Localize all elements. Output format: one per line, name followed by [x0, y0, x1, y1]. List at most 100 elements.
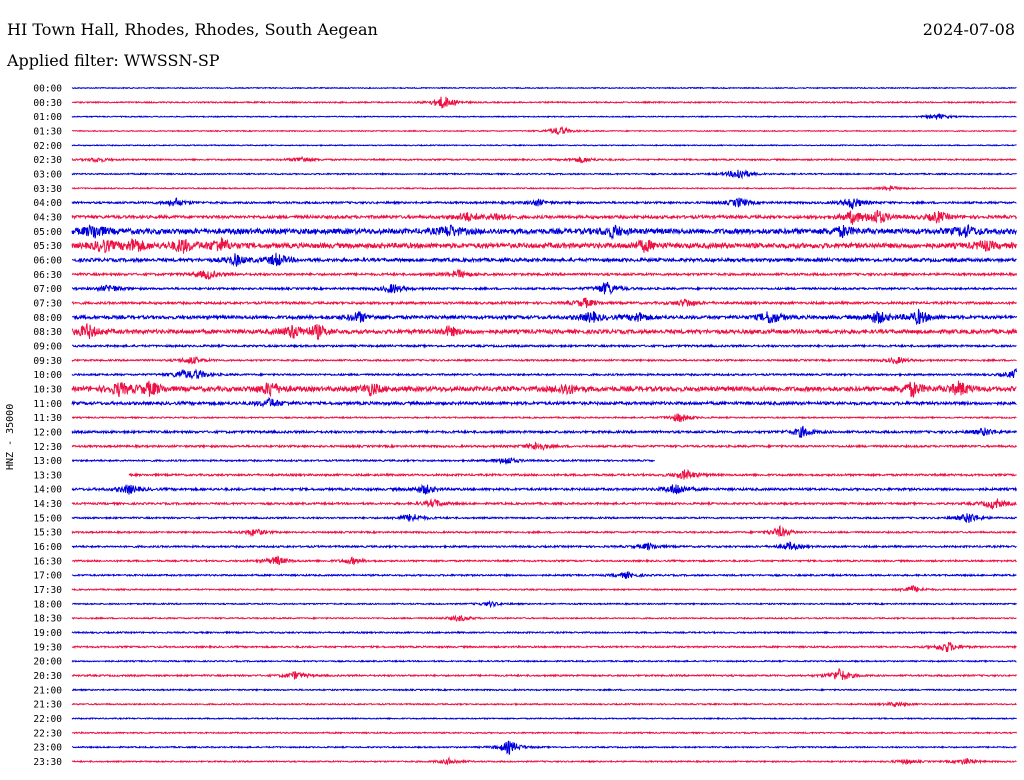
time-tick-label: 21:30	[33, 700, 62, 711]
time-tick-label: 22:00	[33, 714, 62, 725]
time-tick-label: 20:00	[33, 657, 62, 668]
time-tick-label: 04:00	[33, 198, 62, 209]
trace-row	[71, 570, 1017, 579]
trace-row	[71, 524, 1017, 538]
time-tick-labels: 00:00 00:30 01:00 01:30 02:00 02:30 03:00 03:30…	[33, 84, 62, 769]
time-tick-label: 06:30	[33, 270, 62, 281]
trace-row	[71, 323, 1017, 340]
time-tick-label: 07:00	[33, 284, 62, 295]
trace-row	[71, 687, 1017, 692]
trace-row	[71, 641, 1017, 653]
time-tick-label: 02:00	[33, 141, 62, 152]
trace-row	[71, 209, 1017, 225]
trace-row	[71, 756, 1017, 766]
trace-row	[71, 367, 1017, 380]
trace-row	[71, 143, 1017, 147]
time-tick-label: 08:00	[33, 313, 62, 324]
trace-row	[71, 730, 1017, 735]
trace-row	[71, 716, 1017, 721]
trace-row	[71, 268, 1017, 281]
time-tick-label: 02:30	[33, 155, 62, 166]
trace-row	[71, 659, 1017, 664]
station-title: HI Town Hall, Rhodes, Rhodes, South Aege…	[7, 20, 378, 39]
trace-row	[71, 96, 1017, 109]
trace-row	[71, 413, 1017, 423]
trace-row	[128, 468, 1017, 480]
time-tick-label: 03:00	[33, 169, 62, 180]
time-tick-label: 11:30	[33, 413, 62, 424]
time-tick-label: 10:00	[33, 370, 62, 381]
trace-row	[71, 555, 1017, 566]
trace-row	[71, 156, 1017, 164]
trace-row	[71, 614, 1017, 623]
time-tick-label: 14:30	[33, 499, 62, 510]
time-tick-label: 15:00	[33, 513, 62, 524]
filter-label: Applied filter: WWSSN-SP	[7, 51, 220, 70]
time-tick-label: 19:00	[33, 628, 62, 639]
time-tick-label: 12:00	[33, 427, 62, 438]
time-tick-label: 12:30	[33, 442, 62, 453]
trace-row	[71, 541, 1017, 552]
time-tick-label: 17:00	[33, 571, 62, 582]
time-tick-label: 11:00	[33, 399, 62, 410]
time-tick-label: 23:00	[33, 743, 62, 754]
trace-row	[71, 585, 1017, 593]
time-tick-label: 21:00	[33, 685, 62, 696]
time-tick-label: 00:00	[33, 84, 62, 95]
time-tick-label: 08:30	[33, 327, 62, 338]
trace-row	[71, 125, 1017, 135]
time-tick-label: 22:30	[33, 728, 62, 739]
trace-row	[71, 483, 1017, 495]
time-tick-label: 19:30	[33, 642, 62, 653]
time-tick-label: 09:00	[33, 341, 62, 352]
time-tick-label: 05:00	[33, 227, 62, 238]
time-tick-label: 07:30	[33, 298, 62, 309]
trace-row	[71, 740, 1017, 755]
trace-row	[71, 599, 1017, 609]
time-tick-label: 03:30	[33, 184, 62, 195]
trace-row	[71, 237, 1017, 254]
time-tick-label: 18:30	[33, 614, 62, 625]
trace-row	[71, 513, 1017, 524]
time-tick-label: 13:00	[33, 456, 62, 467]
time-tick-label: 18:00	[33, 599, 62, 610]
trace-row	[71, 700, 1017, 708]
trace-row	[71, 380, 1017, 398]
time-tick-label: 01:30	[33, 126, 62, 137]
trace-row	[72, 308, 1017, 326]
trace-row	[71, 252, 1017, 267]
time-tick-label: 17:30	[33, 585, 62, 596]
time-tick-label: 23:30	[33, 757, 62, 768]
time-tick-label: 14:00	[33, 485, 62, 496]
trace-row	[71, 668, 1017, 680]
trace-row	[71, 185, 1017, 192]
trace-row	[71, 281, 1017, 296]
time-tick-label: 15:30	[33, 528, 62, 539]
date-label: 2024-07-08	[922, 20, 1015, 39]
trace-row	[71, 441, 1017, 452]
time-tick-label: 00:30	[33, 98, 62, 109]
trace-row	[71, 630, 1017, 635]
trace-row	[71, 86, 1017, 90]
time-tick-label: 04:30	[33, 212, 62, 223]
trace-row	[71, 224, 1017, 241]
time-tick-label: 06:00	[33, 255, 62, 266]
trace-row	[71, 343, 1017, 349]
time-tick-label: 09:30	[33, 356, 62, 367]
trace-row	[71, 397, 1017, 408]
time-tick-label: 10:30	[33, 384, 62, 395]
time-tick-label: 16:00	[33, 542, 62, 553]
trace-row	[71, 425, 1017, 439]
time-tick-label: 16:30	[33, 556, 62, 567]
trace-row	[71, 497, 1017, 510]
time-tick-label: 01:00	[33, 112, 62, 123]
trace-row	[71, 456, 655, 465]
trace-row	[71, 169, 1017, 180]
trace-row	[71, 197, 1017, 210]
trace-row	[71, 355, 1017, 366]
time-tick-label: 20:30	[33, 671, 62, 682]
seismic-traces	[71, 86, 1017, 766]
trace-row	[71, 112, 1017, 120]
trace-row	[71, 297, 1017, 309]
